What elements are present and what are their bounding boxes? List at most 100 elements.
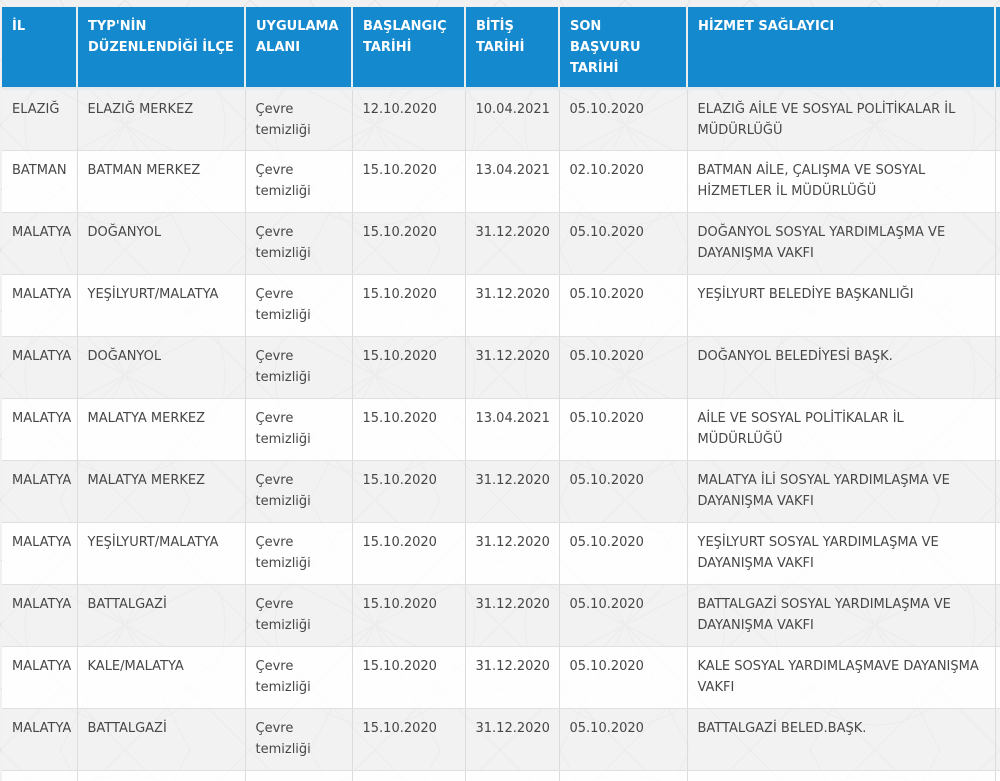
cell-ilce: YEŞİLYURT/MALATYA [77,274,246,337]
cell-baslangic-tarihi: 12.10.2020 [352,88,466,151]
cell-clipped-column [995,274,1000,337]
cell-il: MALATYA [2,212,78,275]
cell-ilce: DOĞANYOL [77,336,246,399]
cell-bitis-tarihi [465,770,560,781]
cell-hizmet-saglayici [687,770,996,781]
cell-hizmet-saglayici: YEŞİLYURT SOSYAL YARDIMLAŞMA VE DAYANIŞM… [687,522,996,585]
cell-baslangic-tarihi: 15.10.2020 [352,708,466,771]
cell-il: MALATYA [2,274,78,337]
cell-clipped-column [995,150,1000,213]
cell-clipped-column [995,646,1000,709]
cell-il: MALATYA [2,336,78,399]
cell-il: MALATYA [2,398,78,461]
cell-bitis-tarihi: 31.12.2020 [465,460,560,523]
cell-uygulama-alani: Çevre temizliği [245,584,353,647]
cell-hizmet-saglayici: KALE SOSYAL YARDIMLAŞMAVE DAYANIŞMA VAKF… [687,646,996,709]
cell-uygulama-alani: Çevre temizliği [245,336,353,399]
cell-ilce: BATTALGAZİ [77,584,246,647]
cell-bitis-tarihi: 31.12.2020 [465,646,560,709]
table-row: ELAZIĞ ELAZIĞ MERKEZ Çevre temizliği 12.10.… [2,88,1000,151]
table-header-row: İL TYP'NİN DÜZENLENDİĞİ İLÇE UYGULAMA ALAN… [2,7,1000,90]
table-row: MALATYA DOĞANYOL Çevre temizliği 15.10.2020… [2,212,1000,275]
cell-baslangic-tarihi: 15.10.2020 [352,336,466,399]
cell-baslangic-tarihi: 15.10.2020 [352,646,466,709]
table-row: MALATYA BATTALGAZİ Çevre temizliği 15.10.20… [2,584,1000,647]
cell-baslangic-tarihi: 15.10.2020 [352,584,466,647]
cell-uygulama-alani: Çevre temizliği [245,522,353,585]
cell-uygulama-alani: Çevre temizliği [245,708,353,771]
cell-son-basvuru-tarihi: 05.10.2020 [559,212,688,275]
cell-uygulama-alani: Çevre temizliği [245,212,353,275]
cell-son-basvuru-tarihi: 05.10.2020 [559,274,688,337]
cell-uygulama-alani: Çevre temizliği [245,398,353,461]
cell-clipped-column [995,398,1000,461]
table-row: BATMAN BATMAN MERKEZ Çevre temizliği 15.10.… [2,150,1000,213]
cell-uygulama-alani: Çevre temizliği [245,88,353,151]
cell-bitis-tarihi: 13.04.2021 [465,150,560,213]
column-header-ilce: TYP'NİN DÜZENLENDİĞİ İLÇE [77,7,246,90]
cell-bitis-tarihi: 31.12.2020 [465,274,560,337]
cell-hizmet-saglayici: AİLE VE SOSYAL POLİTİKALAR İL MÜDÜRLÜĞÜ [687,398,996,461]
cell-hizmet-saglayici: YEŞİLYURT BELEDİYE BAŞKANLIĞI [687,274,996,337]
table-header: İL TYP'NİN DÜZENLENDİĞİ İLÇE UYGULAMA ALAN… [2,7,1000,90]
cell-ilce [77,770,246,781]
typ-program-table-container: İL TYP'NİN DÜZENLENDİĞİ İLÇE UYGULAMA ALAN… [2,7,1000,781]
cell-hizmet-saglayici: BATTALGAZİ SOSYAL YARDIMLAŞMA VE DAYANIŞ… [687,584,996,647]
cell-ilce: ELAZIĞ MERKEZ [77,88,246,151]
cell-hizmet-saglayici: DOĞANYOL BELEDİYESİ BAŞK. [687,336,996,399]
cell-uygulama-alani [245,770,353,781]
cell-bitis-tarihi: 13.04.2021 [465,398,560,461]
cell-son-basvuru-tarihi [559,770,688,781]
typ-program-table: İL TYP'NİN DÜZENLENDİĞİ İLÇE UYGULAMA ALAN… [2,7,1000,781]
column-header-son-basvuru-tarihi: SON BAŞVURU TARİHİ [559,7,688,90]
cell-ilce: MALATYA MERKEZ [77,398,246,461]
column-header-hizmet-saglayici: HİZMET SAĞLAYICI [687,7,996,90]
cell-clipped-column [995,584,1000,647]
table-body: ELAZIĞ ELAZIĞ MERKEZ Çevre temizliği 12.10.… [2,88,1000,781]
column-header-baslangic-tarihi: BAŞLANGIÇ TARİHİ [352,7,466,90]
cell-clipped-column [995,88,1000,151]
cell-bitis-tarihi: 31.12.2020 [465,708,560,771]
cell-bitis-tarihi: 10.04.2021 [465,88,560,151]
cell-bitis-tarihi: 31.12.2020 [465,584,560,647]
column-header-uygulama-alani: UYGULAMA ALANI [245,7,353,90]
cell-baslangic-tarihi: 15.10.2020 [352,398,466,461]
cell-bitis-tarihi: 31.12.2020 [465,336,560,399]
cell-son-basvuru-tarihi: 02.10.2020 [559,150,688,213]
cell-baslangic-tarihi: 15.10.2020 [352,522,466,585]
cell-baslangic-tarihi: 15.10.2020 [352,274,466,337]
cell-il: BATMAN [2,150,78,213]
cell-ilce: YEŞİLYURT/MALATYA [77,522,246,585]
cell-bitis-tarihi: 31.12.2020 [465,522,560,585]
table-row: MALATYA YEŞİLYURT/MALATYA Çevre temizliği 1… [2,274,1000,337]
table-row: MALATYA KALE/MALATYA Çevre temizliği 15.10.… [2,646,1000,709]
cell-ilce: BATMAN MERKEZ [77,150,246,213]
cell-son-basvuru-tarihi: 05.10.2020 [559,522,688,585]
cell-clipped-column [995,460,1000,523]
cell-uygulama-alani: Çevre temizliği [245,646,353,709]
cell-il: ELAZIĞ [2,88,78,151]
cell-baslangic-tarihi: 15.10.2020 [352,460,466,523]
table-row: MALATYA MALATYA MERKEZ Çevre temizliği 15.1… [2,460,1000,523]
column-header-bitis-tarihi: BİTİŞ TARİHİ [465,7,560,90]
cell-son-basvuru-tarihi: 05.10.2020 [559,584,688,647]
table-row: MALATYA YEŞİLYURT/MALATYA Çevre temizliği 1… [2,522,1000,585]
cell-ilce: KALE/MALATYA [77,646,246,709]
cell-clipped-column [995,212,1000,275]
cell-baslangic-tarihi: 15.10.2020 [352,150,466,213]
cell-il: MALATYA [2,708,78,771]
cell-baslangic-tarihi: 15.10.2020 [352,212,466,275]
cell-hizmet-saglayici: BATMAN AİLE, ÇALIŞMA VE SOSYAL HİZMETLER… [687,150,996,213]
cell-son-basvuru-tarihi: 05.10.2020 [559,88,688,151]
column-header-il: İL [2,7,78,90]
cell-il [2,770,78,781]
cell-son-basvuru-tarihi: 05.10.2020 [559,398,688,461]
cell-clipped-column [995,522,1000,585]
cell-il: MALATYA [2,522,78,585]
cell-ilce: DOĞANYOL [77,212,246,275]
cell-hizmet-saglayici: MALATYA İLİ SOSYAL YARDIMLAŞMA VE DAYANI… [687,460,996,523]
cell-clipped-column [995,336,1000,399]
cell-clipped-column [995,708,1000,771]
cell-ilce: MALATYA MERKEZ [77,460,246,523]
cell-baslangic-tarihi [352,770,466,781]
